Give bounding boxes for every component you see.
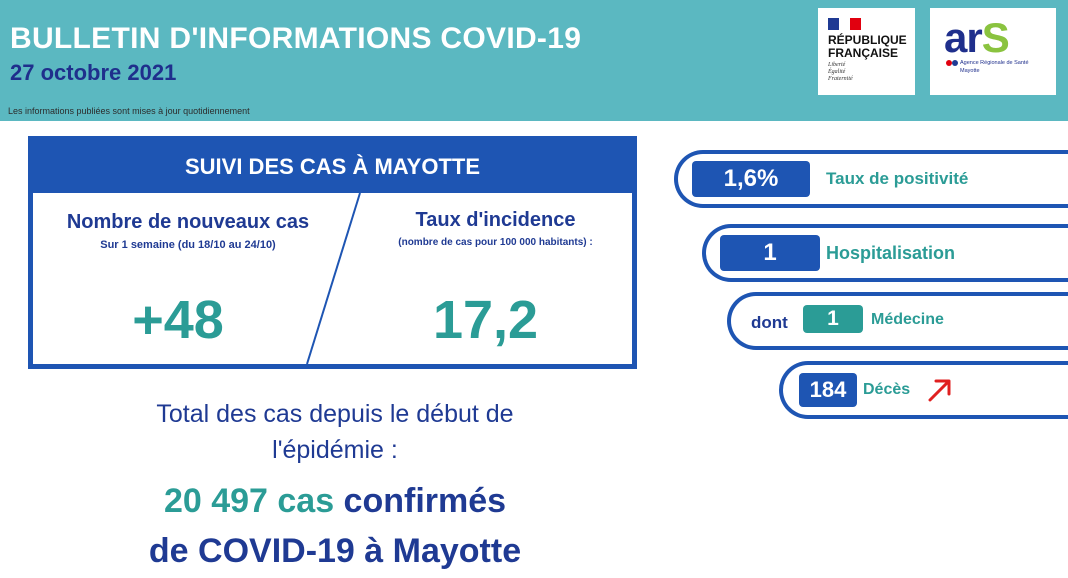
total-confirmed-cases: 20 497 cas confirmés [163,482,507,520]
update-note: Les informations publiées sont mises à j… [8,106,250,116]
panel-title: SUIVI DES CAS À MAYOTTE [33,141,632,193]
header-banner: BULLETIN D'INFORMATIONS COVID-19 27 octo… [0,0,1068,121]
trend-up-arrow-icon [928,379,951,402]
positivity-value: 1,6% [692,161,810,197]
ars-dots-icon [946,60,960,66]
incidence-sublabel: (nombre de cas pour 100 000 habitants) : [398,237,593,248]
hospitalisation-label: Hospitalisation [826,243,956,263]
medecine-value: 1 [803,305,863,333]
french-flag-icon [828,18,861,30]
deces-value: 184 [799,373,857,407]
positivity-pill: 1,6% Taux de positivité [674,150,1068,208]
medecine-label: Médecine [871,311,944,328]
ars-agency-name: Agence Régionale de Santé Mayotte [960,60,1029,74]
republique-name: RÉPUBLIQUE FRANÇAISE [828,33,907,60]
total-covid-mayotte: de COVID-19 à Mayotte [148,532,522,570]
hospitalisation-value: 1 [720,235,820,271]
new-cases-sublabel: Sur 1 semaine (du 18/10 au 24/10) [100,239,276,251]
total-case-count: 20 497 cas [163,482,335,520]
new-cases-label: Nombre de nouveaux cas [66,211,310,233]
bulletin-date: 27 octobre 2021 [10,60,177,85]
incidence-label: Taux d'incidence [415,209,576,231]
total-intro-line1: Total des cas depuis le début de [156,400,514,428]
positivity-label: Taux de positivité [826,169,969,188]
ars-logo: arS Agence Régionale de Santé Mayotte [930,8,1056,95]
panel-divider [306,192,361,364]
cases-panel: SUIVI DES CAS À MAYOTTE Nombre de nouvea… [28,136,637,369]
medecine-pill: dont 1 Médecine [727,292,1068,350]
bulletin-title: BULLETIN D'INFORMATIONS COVID-19 [10,22,582,55]
hospitalisation-pill: 1 Hospitalisation [702,224,1068,282]
deces-pill: 184 Décès [779,361,1068,419]
ars-wordmark: arS [944,14,1010,61]
republique-francaise-logo: RÉPUBLIQUE FRANÇAISE Liberté Égalité Fra… [818,8,915,95]
new-cases-value: +48 [132,290,224,350]
total-intro-line2: l'épidémie : [272,436,398,464]
incidence-value: 17,2 [432,290,539,350]
republique-motto: Liberté Égalité Fraternité [828,62,853,82]
medecine-prefix: dont [751,313,788,332]
deces-label: Décès [863,381,911,398]
